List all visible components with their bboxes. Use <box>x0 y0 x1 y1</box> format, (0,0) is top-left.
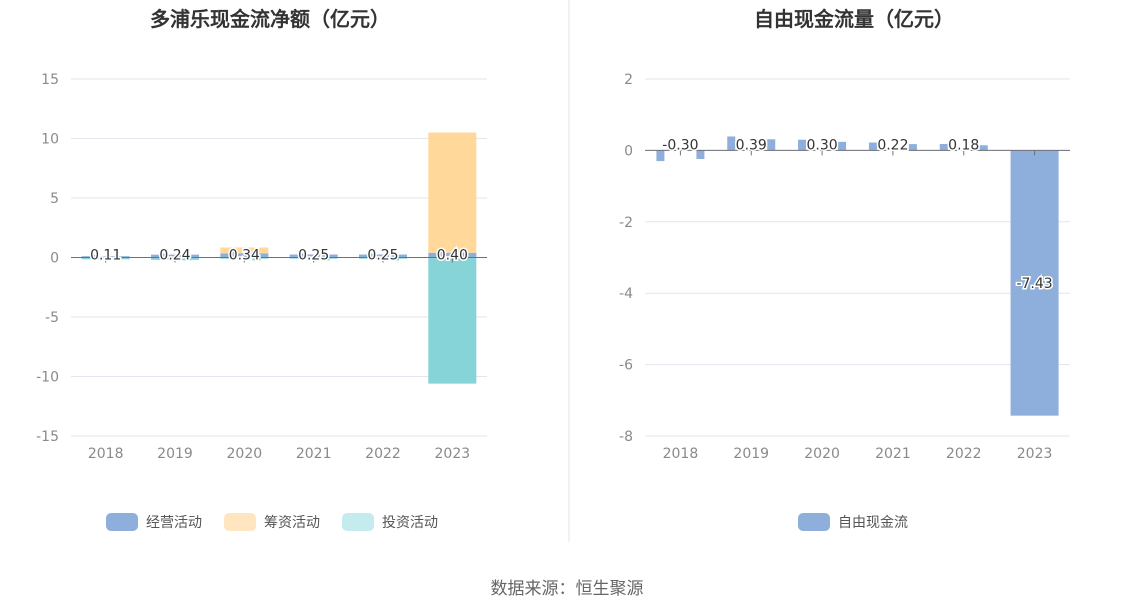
data-label-2018: 0.11 <box>90 248 121 264</box>
free-cashflow-bars <box>656 136 1059 416</box>
y-tick-label: -2 <box>619 215 633 231</box>
y-tick-label: 5 <box>50 191 59 207</box>
free-cashflow-data-labels: -0.30 0.39 0.30 0.22 0.18 -7.43 <box>661 136 1054 294</box>
x-tick-label: 2020 <box>227 446 263 462</box>
y-tick-label: -4 <box>619 286 633 302</box>
y-tick-label: 15 <box>41 72 59 88</box>
legend-item-2[interactable]: 筹资活动 <box>224 513 320 531</box>
bar-1-2020[interactable] <box>220 253 269 258</box>
data-label-2022: 0.18 <box>948 137 979 153</box>
cashflow-chart: 多浦乐现金流净额（亿元） 15 10 5 0 -5 -10 -15 0.11 0.24 0.34… <box>36 7 487 531</box>
x-tick-label: 2018 <box>663 446 699 462</box>
legend-label: 投资活动 <box>382 515 438 531</box>
legend-swatch <box>798 513 830 531</box>
x-tick-label: 2023 <box>1017 446 1053 462</box>
bar-right-2021[interactable] <box>908 144 917 151</box>
legend-item-1[interactable]: 自由现金流 <box>798 513 908 531</box>
bar-marker-left-2018 <box>89 255 98 258</box>
x-tick-label: 2019 <box>157 446 193 462</box>
y-tick-label: -15 <box>36 429 59 445</box>
free-cashflow-legend[interactable]: 自由现金流 <box>798 513 908 531</box>
legend-swatch <box>106 513 138 531</box>
bar-2-2023[interactable] <box>428 132 477 253</box>
bar-1-2019[interactable] <box>151 254 199 258</box>
data-label-2021: 0.25 <box>298 248 329 264</box>
bar-left-2018[interactable] <box>656 150 665 162</box>
x-tick-label: 2018 <box>88 446 124 462</box>
x-tick-label: 2022 <box>946 446 982 462</box>
bar-marker-left-2023 <box>436 251 445 258</box>
bar-marker-left-2021 <box>297 253 306 258</box>
bar-right-2022[interactable] <box>979 145 988 151</box>
bar-marker-left-2022 <box>367 253 375 258</box>
legend-label: 筹资活动 <box>264 514 320 531</box>
cashflow-chart-title: 多浦乐现金流净额（亿元） <box>150 7 390 31</box>
free-cashflow-chart-title: 自由现金流量（亿元） <box>754 7 954 31</box>
bar-marker-right-2019 <box>183 256 191 261</box>
bar-marker-left-2019 <box>159 253 167 258</box>
bar-left-2020[interactable] <box>798 139 807 151</box>
free-cashflow-y-ticks: 2 0 -2 -4 -6 -8 <box>619 72 633 445</box>
x-tick-label: 2021 <box>296 446 332 462</box>
bar-left-2021[interactable] <box>868 142 877 151</box>
legend-item-1[interactable]: 经营活动 <box>106 513 202 531</box>
bar-1-2022[interactable] <box>359 254 407 258</box>
free-cashflow-x-ticks: 2018 2019 2020 2021 2022 2023 <box>663 446 1053 462</box>
bar-1-2021[interactable] <box>289 254 338 258</box>
free-cashflow-gridlines <box>645 78 1070 437</box>
x-tick-label: 2022 <box>365 446 401 462</box>
bar-marker-right-2020 <box>252 256 261 261</box>
x-tick-label: 2023 <box>435 446 471 462</box>
x-tick-label: 2020 <box>804 446 840 462</box>
data-label-2023: -7.43 <box>1016 276 1052 292</box>
bar-3-2023[interactable] <box>428 257 477 384</box>
data-label-2023: 0.40 <box>437 248 468 264</box>
x-tick-label: 2021 <box>875 446 911 462</box>
x-tick-label: 2019 <box>733 446 769 462</box>
bar-left-2019[interactable] <box>727 136 736 151</box>
cashflow-legend[interactable]: 经营活动 筹资活动 投资活动 <box>106 513 438 531</box>
legend-swatch <box>342 513 374 531</box>
cashflow-x-ticks: 2018 2019 2020 2021 2022 2023 <box>88 446 470 462</box>
data-label-2022: 0.25 <box>367 248 398 264</box>
bar-marker-right-2021 <box>321 256 330 261</box>
bar-right-2018[interactable] <box>696 150 705 159</box>
bar-2-2020[interactable] <box>220 247 269 254</box>
bar-right-2020[interactable] <box>838 141 847 151</box>
bar-1-2023[interactable] <box>428 252 477 258</box>
free-cashflow-chart: 自由现金流量（亿元） 2 0 -2 -4 -6 -8 -0.30 0.39 0.30 0.22 0… <box>619 7 1070 531</box>
data-label-2020: 0.34 <box>229 248 260 264</box>
data-label-2020: 0.30 <box>806 137 837 153</box>
y-tick-label: -5 <box>45 310 59 326</box>
legend-item-3[interactable]: 投资活动 <box>342 513 438 531</box>
bar-1-2018[interactable] <box>81 256 130 258</box>
bar-2023[interactable] <box>1010 150 1059 416</box>
bar-right-2019[interactable] <box>767 139 776 151</box>
cashflow-bars <box>81 132 477 384</box>
y-tick-label: 10 <box>41 132 59 148</box>
y-tick-label: 0 <box>50 251 59 267</box>
y-tick-label: 0 <box>624 143 633 159</box>
data-source-note: 数据来源：恒生聚源 <box>490 579 644 599</box>
y-tick-label: -10 <box>36 370 59 386</box>
data-label-2018: -0.30 <box>662 137 698 153</box>
cashflow-data-labels: 0.11 0.24 0.34 0.25 0.25 0.40 <box>89 246 470 265</box>
bar-marker-left-2020 <box>228 252 237 258</box>
y-tick-label: -8 <box>619 429 633 445</box>
bar-left-2022[interactable] <box>939 143 948 151</box>
bar-marker-right-2018 <box>113 256 122 261</box>
y-tick-label: -6 <box>619 358 633 374</box>
y-tick-label: 2 <box>624 72 633 88</box>
data-label-2021: 0.22 <box>877 137 908 153</box>
legend-swatch <box>224 513 256 531</box>
bar-marker-right-2022 <box>391 256 399 261</box>
legend-label: 经营活动 <box>146 515 202 531</box>
legend-label: 自由现金流 <box>838 515 908 531</box>
cashflow-y-ticks: 15 10 5 0 -5 -10 -15 <box>36 72 59 445</box>
bar-marker-right-2023 <box>460 256 469 261</box>
data-label-2019: 0.24 <box>159 248 190 264</box>
data-label-2019: 0.39 <box>736 137 767 153</box>
